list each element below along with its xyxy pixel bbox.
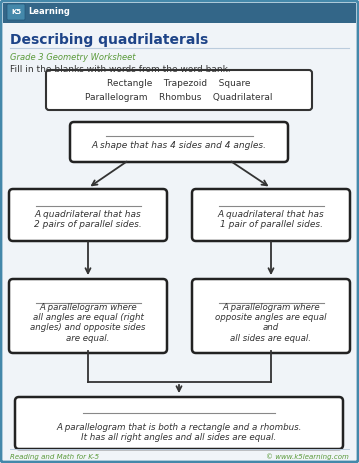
FancyBboxPatch shape xyxy=(192,189,350,241)
FancyBboxPatch shape xyxy=(15,397,343,449)
Text: A parallelogram where
all angles are equal (right
angles) and opposite sides
are: A parallelogram where all angles are equ… xyxy=(30,302,146,343)
FancyBboxPatch shape xyxy=(9,189,167,241)
Text: Learning: Learning xyxy=(28,7,70,17)
FancyBboxPatch shape xyxy=(46,70,312,110)
Text: Reading and Math for K-5: Reading and Math for K-5 xyxy=(10,454,99,460)
Text: A parallelogram where
opposite angles are equal
and
all sides are equal.: A parallelogram where opposite angles ar… xyxy=(215,302,327,343)
Text: A shape that has 4 sides and 4 angles.: A shape that has 4 sides and 4 angles. xyxy=(92,141,266,150)
Text: Rectangle    Trapezoid    Square: Rectangle Trapezoid Square xyxy=(107,79,251,88)
Text: A quadrilateral that has
1 pair of parallel sides.: A quadrilateral that has 1 pair of paral… xyxy=(218,210,325,229)
FancyBboxPatch shape xyxy=(7,4,25,20)
FancyBboxPatch shape xyxy=(192,279,350,353)
Text: Grade 3 Geometry Worksheet: Grade 3 Geometry Worksheet xyxy=(10,52,135,62)
Text: K5: K5 xyxy=(11,9,21,15)
Text: A quadrilateral that has
2 pairs of parallel sides.: A quadrilateral that has 2 pairs of para… xyxy=(34,210,142,229)
Text: Describing quadrilaterals: Describing quadrilaterals xyxy=(10,33,208,47)
Text: © www.k5learning.com: © www.k5learning.com xyxy=(266,454,349,460)
Bar xyxy=(3,3,356,23)
FancyBboxPatch shape xyxy=(9,279,167,353)
FancyBboxPatch shape xyxy=(70,122,288,162)
Text: Parallelogram    Rhombus    Quadrilateral: Parallelogram Rhombus Quadrilateral xyxy=(85,93,273,101)
Text: A parallelogram that is both a rectangle and a rhombus.: A parallelogram that is both a rectangle… xyxy=(56,423,302,432)
Text: It has all right angles and all sides are equal.: It has all right angles and all sides ar… xyxy=(81,432,277,442)
Text: Fill in the blanks with words from the word bank.: Fill in the blanks with words from the w… xyxy=(10,64,231,74)
